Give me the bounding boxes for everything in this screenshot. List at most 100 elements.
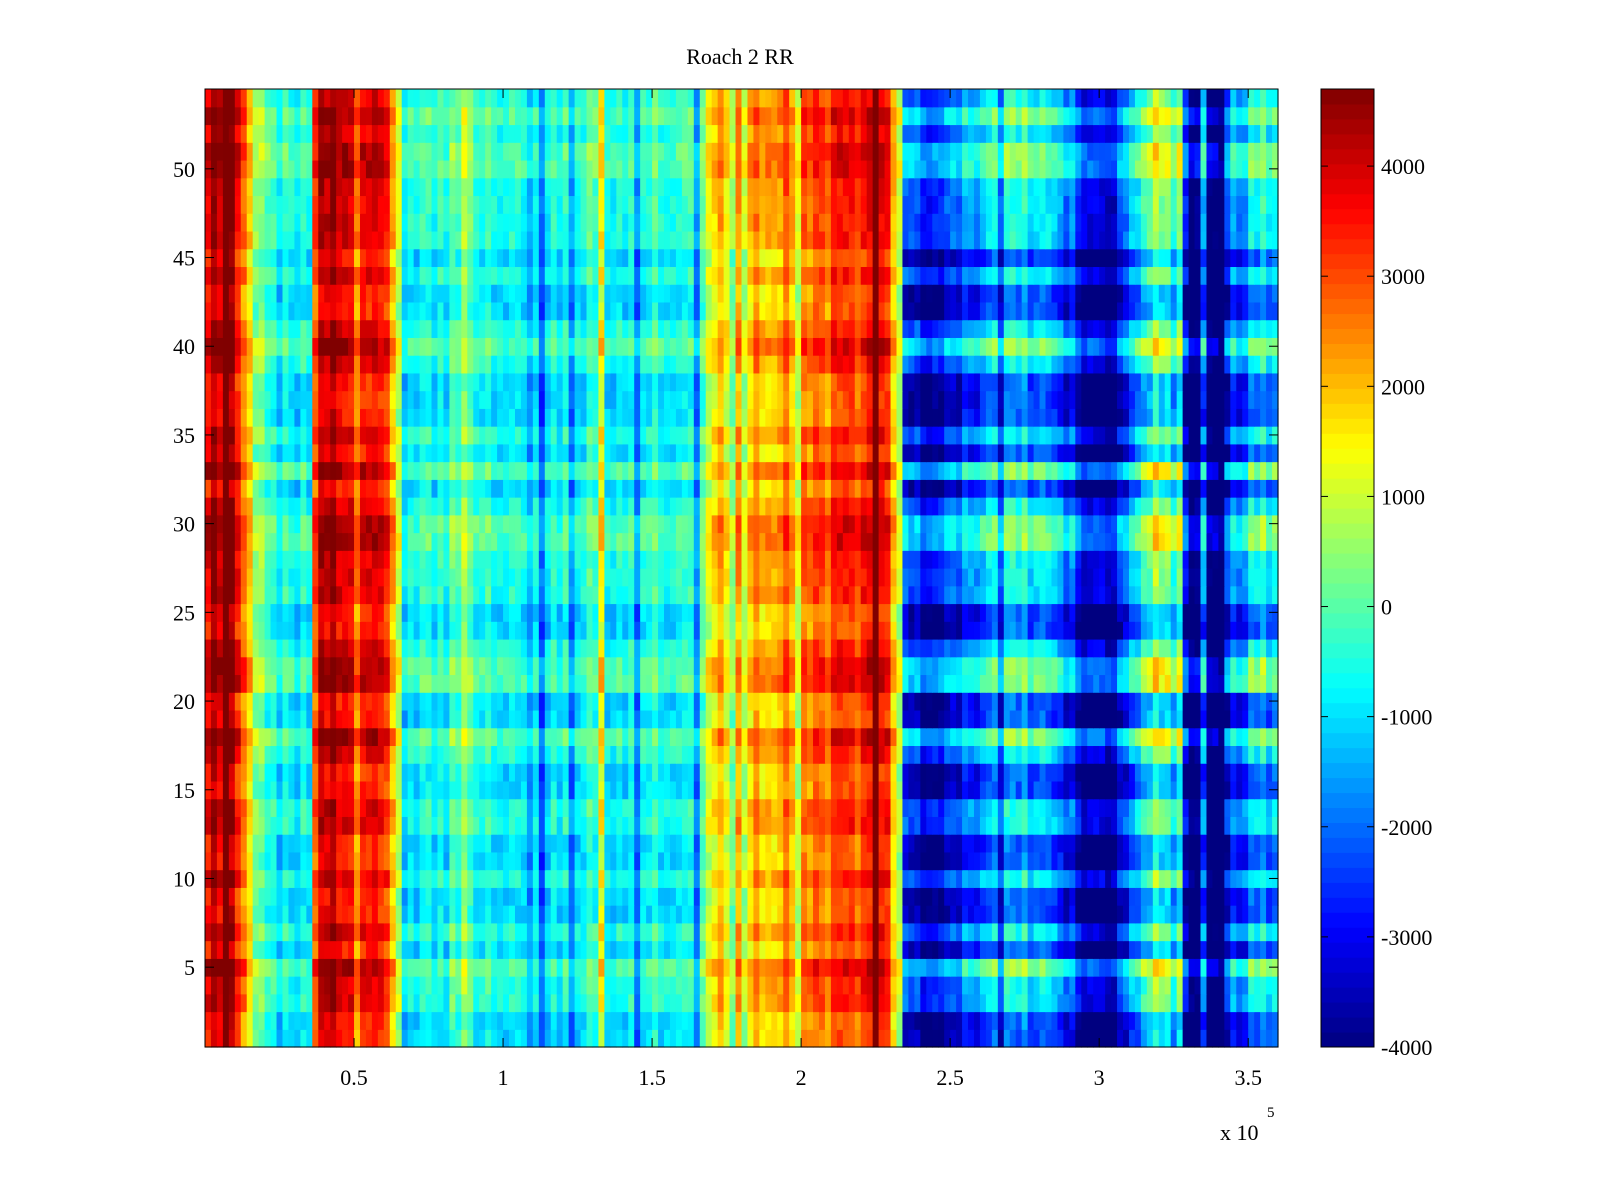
heatmap-cell [908, 993, 915, 1013]
heatmap-cell [556, 976, 564, 995]
heatmap-cell [747, 887, 755, 906]
heatmap-cell [1075, 851, 1082, 871]
heatmap-cell [1200, 763, 1208, 782]
heatmap-cell [1051, 958, 1059, 977]
heatmap-cell [926, 550, 933, 569]
heatmap-cell [890, 834, 898, 853]
heatmap-cell [1081, 585, 1088, 605]
heatmap-cell [1063, 798, 1070, 817]
heatmap-cell [1027, 638, 1035, 658]
heatmap-cell [973, 976, 981, 995]
heatmap-cell [914, 709, 921, 729]
heatmap-cell [413, 621, 421, 640]
heatmap-cell [771, 550, 778, 569]
heatmap-cell [848, 603, 856, 622]
heatmap-cell [574, 851, 582, 871]
heatmap-cell [699, 550, 707, 569]
heatmap-cell [336, 709, 343, 729]
heatmap-cell [1182, 638, 1190, 658]
heatmap-cell [938, 603, 945, 622]
heatmap-cell [1158, 621, 1166, 640]
heatmap-cell [664, 922, 671, 942]
heatmap-cell [205, 1011, 212, 1030]
heatmap-cell [264, 834, 272, 853]
heatmap-cell [270, 1011, 278, 1030]
heatmap-cell [520, 656, 528, 676]
heatmap-cell [306, 585, 313, 605]
heatmap-cell [1128, 674, 1136, 693]
heatmap-cell [485, 709, 492, 729]
heatmap-cell [526, 674, 534, 693]
heatmap-cell [783, 709, 790, 729]
heatmap-cell [407, 674, 415, 693]
heatmap-cell [699, 603, 707, 622]
heatmap-cell [938, 869, 945, 888]
heatmap-cell [270, 656, 278, 676]
heatmap-cell [866, 869, 874, 888]
heatmap-cell [342, 585, 349, 605]
heatmap-cell [252, 745, 260, 764]
heatmap-cell [902, 745, 910, 764]
heatmap-cell [526, 976, 534, 995]
heatmap-cell [580, 887, 588, 906]
heatmap-cell [568, 922, 576, 942]
heatmap-cell [497, 976, 504, 995]
heatmap-cell [932, 603, 939, 622]
heatmap-cell [920, 763, 927, 782]
heatmap-cell [616, 763, 623, 782]
heatmap-cell [836, 674, 844, 693]
heatmap-cell [205, 993, 212, 1013]
heatmap-cell [437, 905, 445, 924]
heatmap-cell [908, 550, 915, 569]
heatmap-cell [795, 745, 802, 764]
heatmap-cell [1069, 585, 1076, 605]
heatmap-cell [830, 834, 838, 853]
heatmap-cell [687, 851, 695, 871]
heatmap-cell [1218, 958, 1225, 977]
heatmap-cell [336, 958, 343, 977]
heatmap-cell [1099, 887, 1106, 906]
heatmap-cell [240, 940, 248, 959]
heatmap-cell [681, 550, 689, 569]
heatmap-cell [300, 550, 307, 569]
heatmap-cell [258, 585, 266, 605]
heatmap-cell [425, 816, 433, 835]
heatmap-cell [729, 763, 737, 782]
heatmap-cell [497, 958, 504, 977]
heatmap-cell [1027, 922, 1035, 942]
heatmap-cell [1182, 745, 1190, 764]
heatmap-cell [1111, 656, 1118, 676]
heatmap-cell [711, 674, 719, 693]
heatmap-cell [664, 976, 671, 995]
heatmap-cell [616, 905, 623, 924]
heatmap-cell [908, 834, 915, 853]
heatmap-cell [1123, 1011, 1130, 1030]
heatmap-cell [592, 568, 600, 587]
heatmap-cell [556, 674, 564, 693]
heatmap-cell [1003, 976, 1011, 995]
heatmap-cell [747, 585, 755, 605]
heatmap-cell [693, 780, 701, 800]
heatmap-cell [818, 603, 826, 622]
heatmap-cell [1188, 603, 1196, 622]
heatmap-cell [1123, 976, 1130, 995]
heatmap-cell [276, 958, 284, 977]
heatmap-cell [276, 887, 284, 906]
heatmap-cell [258, 745, 266, 764]
heatmap-cell [997, 869, 1005, 888]
heatmap-cell [801, 745, 808, 764]
heatmap-cell [1051, 621, 1059, 640]
heatmap-cell [830, 568, 838, 587]
heatmap-cell [246, 692, 254, 711]
heatmap-cell [628, 798, 635, 817]
heatmap-cell [574, 780, 582, 800]
heatmap-cell [234, 816, 242, 835]
heatmap-cell [359, 780, 367, 800]
heatmap-cell [932, 1029, 939, 1048]
heatmap-cell [312, 958, 319, 977]
heatmap-cell [216, 887, 224, 906]
heatmap-cell [270, 1029, 278, 1048]
heatmap-cell [580, 763, 588, 782]
heatmap-cell [1200, 940, 1208, 959]
heatmap-cell [1063, 887, 1070, 906]
